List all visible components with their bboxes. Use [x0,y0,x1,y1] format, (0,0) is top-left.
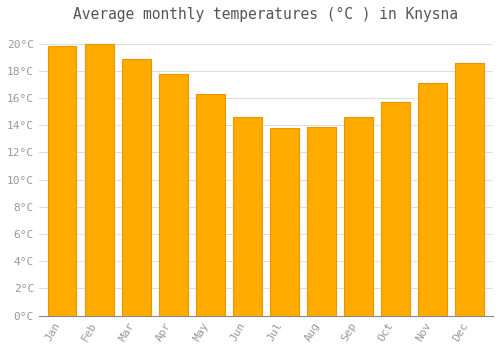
Bar [270,128,299,316]
Bar [344,117,373,316]
Bar [196,94,225,316]
Bar [159,74,188,316]
Bar [307,127,336,316]
Bar [122,59,150,316]
Bar [418,83,447,316]
Bar [48,47,76,316]
Title: Average monthly temperatures (°C ) in Knysna: Average monthly temperatures (°C ) in Kn… [74,7,458,22]
Bar [381,102,410,316]
Bar [84,44,114,316]
Bar [456,63,484,316]
Bar [233,117,262,316]
